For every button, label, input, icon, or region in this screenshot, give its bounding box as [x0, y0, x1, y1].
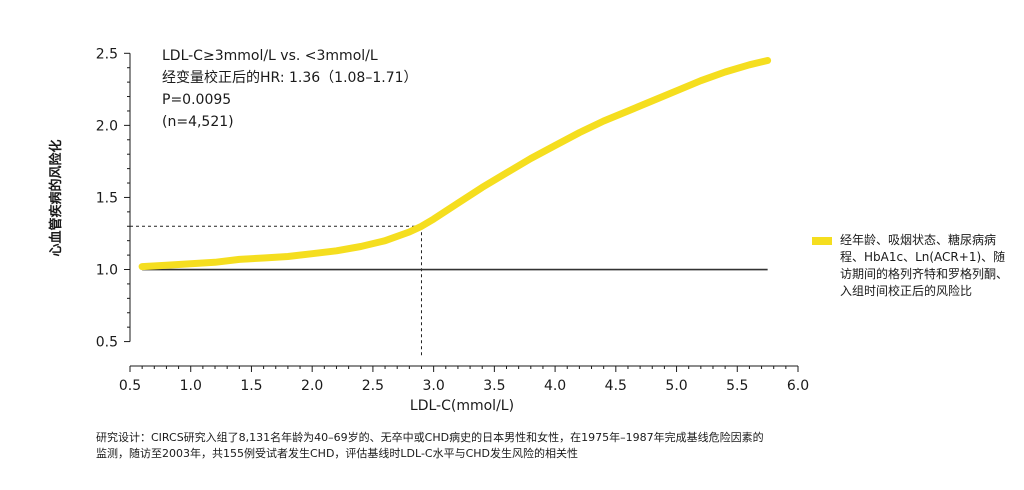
data-point: [406, 229, 412, 235]
footnote-line-2: 监测，随访至2003年，共155例受试者发生CHD，评估基线时LDL-C水平与C…: [96, 447, 579, 460]
x-tick-label: 5.5: [726, 378, 748, 394]
data-point: [698, 78, 704, 84]
y-axis-label: 心血管疾病的风险化: [48, 139, 64, 256]
x-tick-label: 5.0: [665, 378, 687, 394]
legend-label: 经年龄、吸烟状态、糖尿病病程、HbA1c、Ln(ACR+1)、随访期间的格列齐特…: [840, 233, 1009, 298]
x-tick-label: 2.0: [301, 378, 323, 394]
annotation-line: (n=4,521): [162, 114, 234, 130]
data-point: [576, 130, 582, 136]
y-tick-label: 1.5: [96, 190, 118, 206]
x-tick-label: 6.0: [787, 378, 809, 394]
x-tick-label: 0.5: [119, 378, 141, 394]
data-point: [601, 118, 607, 124]
data-point: [552, 143, 558, 149]
data-point: [382, 238, 388, 244]
data-point: [261, 255, 267, 261]
data-point: [309, 251, 315, 257]
data-point: [236, 256, 242, 262]
footnote: 研究设计：CIRCS研究入组了8,131名年龄为40–69岁的、无卒中或CHD病…: [96, 430, 976, 462]
x-tick-label: 2.5: [362, 378, 384, 394]
x-tick-label: 3.5: [483, 378, 505, 394]
y-tick-label: 2.5: [96, 46, 118, 62]
data-point: [455, 200, 461, 206]
data-point: [746, 62, 752, 68]
x-tick-label: 3.0: [423, 378, 445, 394]
legend: 经年龄、吸烟状态、糖尿病病程、HbA1c、Ln(ACR+1)、随访期间的格列齐特…: [812, 232, 1012, 300]
data-point: [212, 259, 218, 265]
footnote-line-1: 研究设计：CIRCS研究入组了8,131名年龄为40–69岁的、无卒中或CHD病…: [96, 431, 764, 444]
data-point: [649, 98, 655, 104]
data-point: [765, 58, 771, 64]
data-point: [674, 88, 680, 94]
data-point: [285, 254, 291, 260]
annotation-line: 经变量校正后的HR: 1.36（1.08–1.71）: [162, 69, 418, 86]
y-tick-label: 1.0: [96, 263, 118, 279]
data-point: [625, 108, 631, 114]
annotation-block: LDL-C≥3mmol/L vs. <3mmol/L 经变量校正后的HR: 1.3…: [162, 48, 418, 130]
annotation-line: LDL-C≥3mmol/L vs. <3mmol/L: [162, 48, 378, 64]
data-point: [139, 264, 145, 270]
data-point: [358, 243, 364, 249]
guide-lines: [130, 225, 422, 356]
series-group: [138, 57, 772, 271]
x-tick-label: 4.0: [544, 378, 566, 394]
legend-swatch: [812, 237, 832, 245]
axes: 0.5 1.0 1.5 2.0 2.5 0.5 1.0 1.5 2.0 2.5 3.0 3.5 4.0 4…: [96, 46, 809, 394]
data-point: [504, 170, 510, 176]
data-point: [528, 156, 534, 162]
data-point: [431, 216, 437, 222]
x-tick-label: 4.5: [605, 378, 627, 394]
y-tick-label: 2.0: [96, 118, 118, 134]
data-point: [479, 184, 485, 190]
data-point: [163, 262, 169, 268]
series-line: [138, 57, 772, 271]
y-tick-label: 0.5: [96, 335, 118, 351]
annotation-line: P=0.0095: [162, 92, 231, 108]
x-tick-label: 1.0: [180, 378, 202, 394]
data-point: [333, 248, 339, 254]
data-point: [722, 69, 728, 75]
data-point: [188, 261, 194, 267]
x-tick-label: 1.5: [240, 378, 262, 394]
x-axis-label: LDL-C(mmol/L): [410, 398, 514, 414]
data-point: [418, 223, 424, 229]
